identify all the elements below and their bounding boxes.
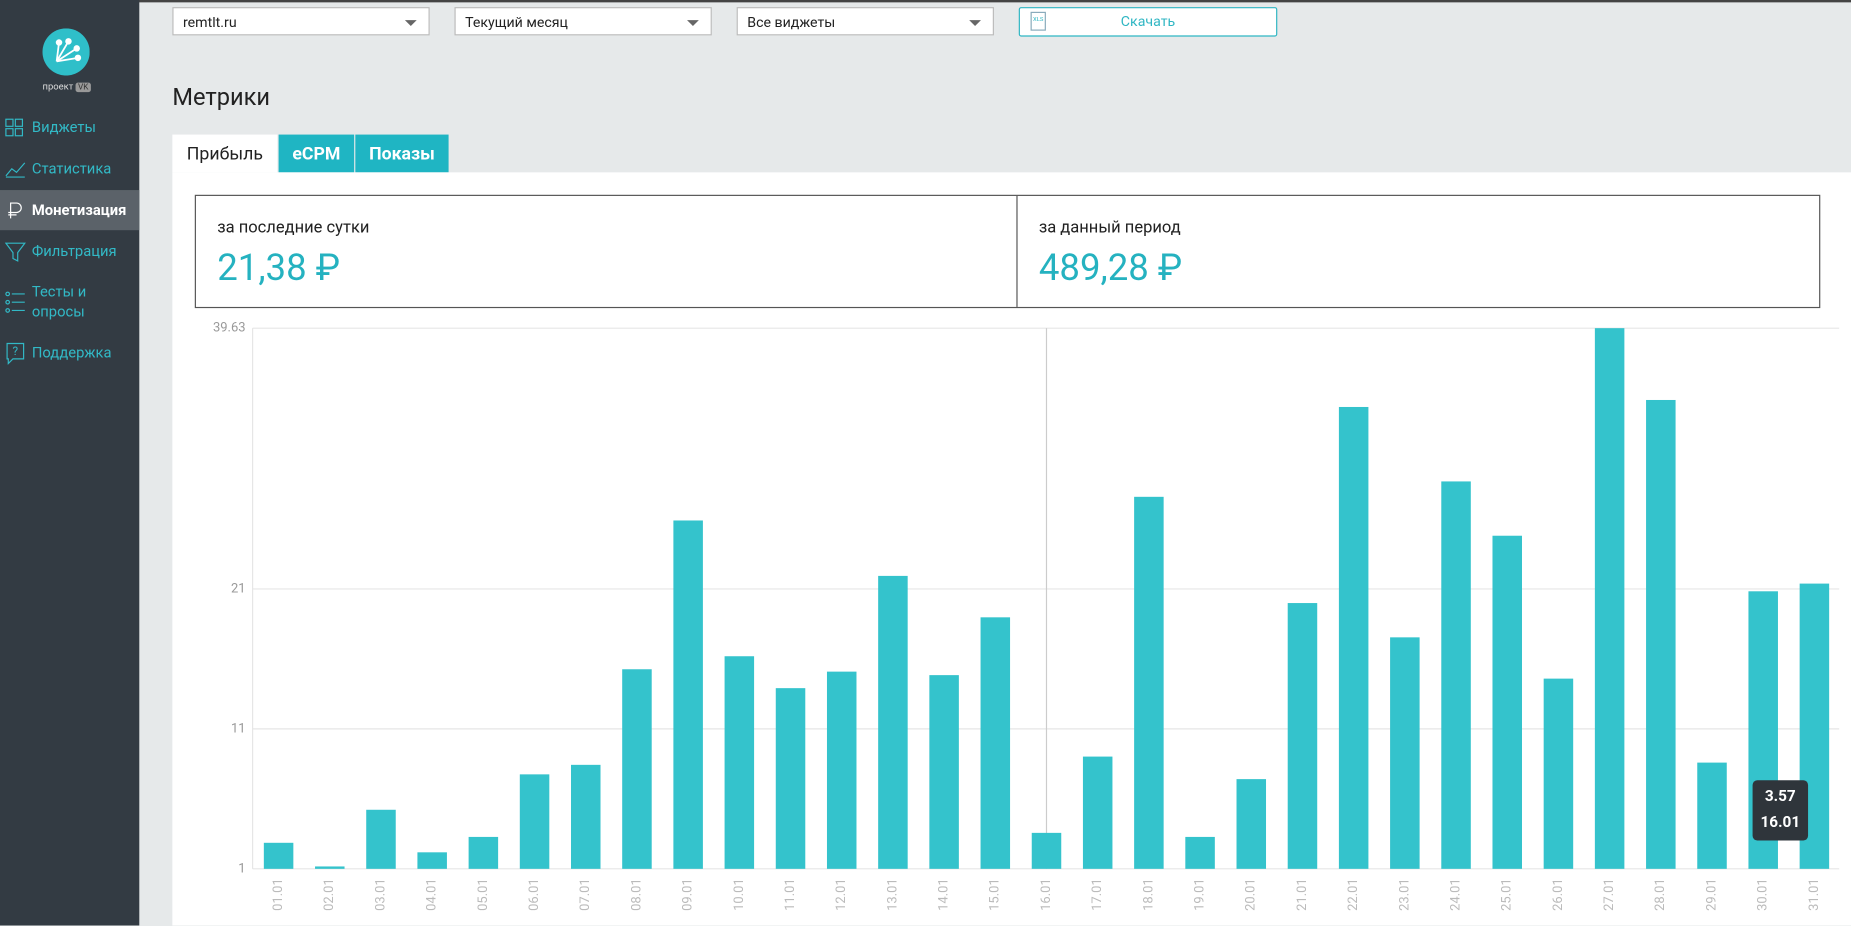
bar bbox=[264, 843, 294, 869]
x-tick-label: 13.01 bbox=[885, 878, 900, 911]
y-tick-label: 11 bbox=[231, 721, 246, 736]
y-tick-label: 21 bbox=[231, 581, 246, 596]
x-tick-label: 09.01 bbox=[681, 878, 696, 911]
x-tick-label: 14.01 bbox=[937, 878, 952, 911]
x-tick-label: 26.01 bbox=[1551, 878, 1566, 911]
bar bbox=[1441, 481, 1471, 868]
x-tick-label: 29.01 bbox=[1704, 878, 1719, 911]
x-tick-label: 01.01 bbox=[271, 878, 286, 911]
bar bbox=[827, 672, 857, 869]
bar bbox=[1288, 603, 1318, 869]
bar bbox=[1339, 407, 1369, 869]
bar bbox=[520, 774, 550, 868]
x-tick-label: 30.01 bbox=[1756, 878, 1771, 911]
x-tick-label: 04.01 bbox=[425, 878, 440, 911]
bar bbox=[981, 617, 1011, 869]
bar bbox=[315, 866, 345, 868]
x-tick-label: 21.01 bbox=[1295, 878, 1310, 911]
bar bbox=[1390, 637, 1420, 868]
bar bbox=[1083, 757, 1113, 869]
bar bbox=[1595, 328, 1625, 869]
bar bbox=[929, 675, 959, 869]
x-tick-label: 27.01 bbox=[1602, 878, 1617, 911]
x-tick-label: 25.01 bbox=[1500, 878, 1515, 911]
bar bbox=[1032, 833, 1062, 869]
bar bbox=[1697, 763, 1727, 869]
x-tick-label: 18.01 bbox=[1141, 878, 1156, 911]
bar bbox=[1237, 779, 1267, 869]
x-tick-label: 07.01 bbox=[578, 878, 593, 911]
bar bbox=[366, 810, 396, 869]
x-tick-label: 19.01 bbox=[1192, 878, 1207, 911]
x-tick-label: 23.01 bbox=[1397, 878, 1412, 911]
bar bbox=[725, 656, 755, 869]
x-tick-label: 17.01 bbox=[1090, 878, 1105, 911]
bar bbox=[1544, 679, 1574, 869]
x-tick-label: 31.01 bbox=[1807, 878, 1822, 911]
bar bbox=[571, 765, 601, 869]
bar bbox=[1492, 536, 1522, 869]
x-tick-label: 11.01 bbox=[783, 878, 798, 911]
tooltip-date: 16.01 bbox=[1761, 813, 1801, 831]
bar bbox=[878, 576, 908, 869]
bar bbox=[1646, 400, 1676, 869]
x-tick-label: 28.01 bbox=[1653, 878, 1668, 911]
bar bbox=[417, 852, 447, 869]
bar bbox=[622, 669, 652, 869]
y-tick-label: 1 bbox=[238, 861, 245, 876]
x-tick-label: 05.01 bbox=[476, 878, 491, 911]
x-tick-label: 12.01 bbox=[834, 878, 849, 911]
bar bbox=[1185, 837, 1215, 869]
x-tick-label: 24.01 bbox=[1448, 878, 1463, 911]
x-tick-label: 15.01 bbox=[988, 878, 1003, 911]
x-tick-label: 20.01 bbox=[1244, 878, 1259, 911]
y-tick-label: 39.63 bbox=[213, 321, 246, 336]
x-tick-label: 22.01 bbox=[1346, 878, 1361, 911]
bar bbox=[673, 520, 703, 868]
x-tick-label: 16.01 bbox=[1039, 878, 1054, 911]
x-tick-label: 06.01 bbox=[527, 878, 542, 911]
x-tick-label: 02.01 bbox=[322, 878, 337, 911]
tooltip-value: 3.57 bbox=[1765, 787, 1796, 805]
x-tick-label: 08.01 bbox=[629, 878, 644, 911]
bar bbox=[469, 837, 499, 869]
x-tick-label: 03.01 bbox=[373, 878, 388, 911]
x-tick-label: 10.01 bbox=[732, 878, 747, 911]
bar bbox=[776, 688, 806, 869]
bar bbox=[1134, 497, 1164, 869]
